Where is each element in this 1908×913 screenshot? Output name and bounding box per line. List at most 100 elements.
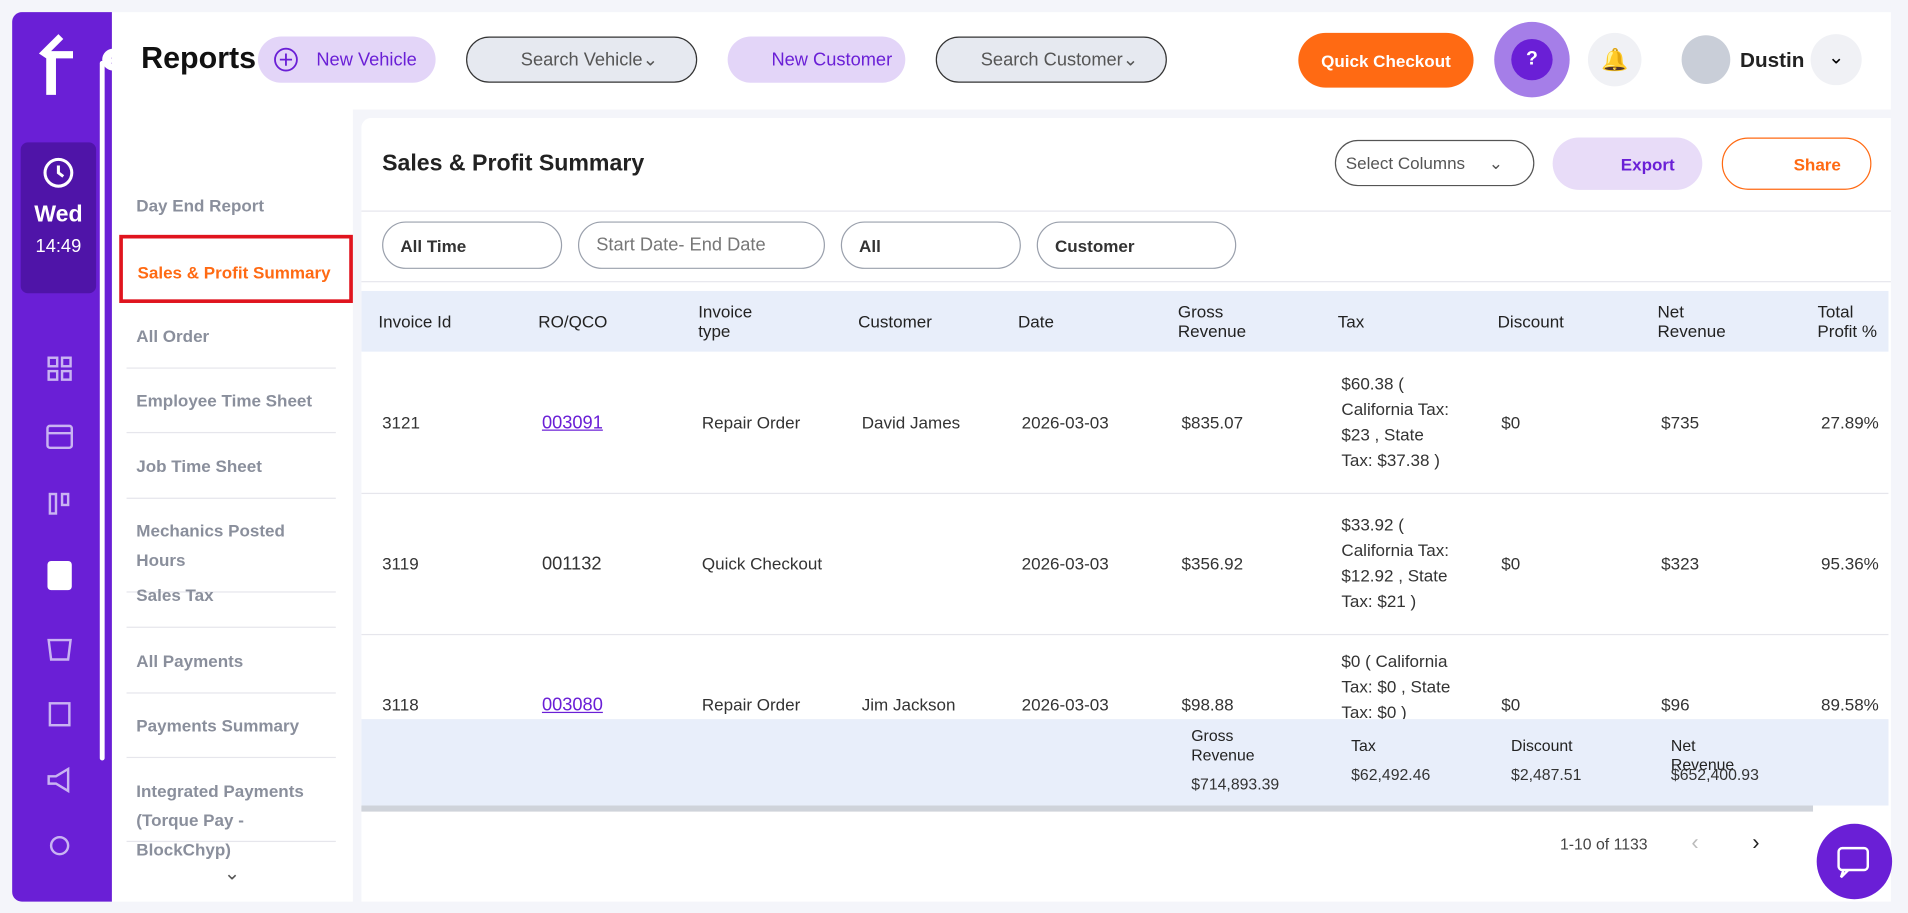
page-title: Reports — [141, 41, 257, 76]
cell: $0 — [1501, 694, 1521, 714]
prev-page[interactable]: ‹ — [1691, 829, 1699, 855]
table: Invoice Id RO/QCO Invoice type Customer Date… — [361, 290, 1889, 720]
user-menu[interactable]: ⌄ — [1810, 34, 1862, 86]
menu-more[interactable]: ⌄ — [223, 863, 241, 885]
next-page[interactable]: › — [1752, 829, 1760, 855]
help-button[interactable]: ? — [1494, 21, 1570, 98]
column-header: Tax — [1337, 311, 1365, 331]
ro-link: 001132 — [541, 553, 602, 574]
cell: David James — [861, 411, 961, 432]
total-label: Gross Revenue — [1191, 726, 1255, 765]
plus-icon — [274, 47, 298, 72]
label: New Vehicle — [316, 49, 417, 70]
cell: $735 — [1661, 411, 1700, 432]
sidebar: Wed 14:49 — [12, 12, 112, 902]
cell: 89.58% — [1821, 694, 1879, 714]
menu-item[interactable]: Payments Summary — [126, 708, 336, 759]
cell: Repair Order — [701, 694, 801, 714]
column-header: Discount — [1497, 311, 1564, 331]
cell: $323 — [1661, 553, 1700, 573]
column-header: Customer — [858, 311, 932, 331]
column-header: Invoice Id — [378, 311, 452, 331]
menu-item[interactable]: Sales & Profit Summary — [119, 234, 353, 303]
cell: $0 — [1501, 553, 1521, 573]
column-header: Gross Revenue — [1177, 301, 1247, 341]
quick-checkout[interactable]: Quick Checkout — [1298, 32, 1474, 88]
export[interactable]: Export — [1552, 137, 1703, 190]
menu-item[interactable]: Day End Report — [126, 189, 336, 239]
report-menu — [111, 109, 353, 902]
ro-link[interactable]: 003080 — [541, 694, 603, 715]
menu-item[interactable]: Employee Time Sheet — [126, 384, 336, 434]
label: Export — [1620, 153, 1675, 174]
cell: 3121 — [382, 411, 420, 432]
help-icon: ? — [1511, 38, 1553, 81]
menu-item[interactable]: Mechanics Posted Hours — [126, 513, 336, 593]
filter[interactable]: All Time — [382, 221, 563, 269]
select-columns[interactable]: Select Columns ⌄ — [1334, 139, 1535, 187]
cell: 95.36% — [1821, 553, 1879, 573]
cell: Repair Order — [701, 411, 801, 432]
new-customer[interactable]: New Customer — [727, 36, 906, 83]
clock-icon — [43, 157, 74, 188]
total-label: Discount — [1511, 736, 1573, 755]
label: Select Columns — [1345, 153, 1466, 173]
ro-link[interactable]: 003091 — [541, 411, 603, 433]
cell: 2026-03-03 — [1021, 411, 1109, 432]
row-divider — [361, 492, 1889, 495]
total-label: Tax — [1351, 736, 1376, 755]
row-divider — [361, 633, 1889, 636]
menu-item[interactable]: Sales Tax — [126, 578, 336, 629]
label: Search Vehicle — [520, 49, 643, 70]
cell: $33.92 ( California Tax: $12.92 , State … — [1341, 514, 1450, 611]
menu-item[interactable]: Integrated Payments (Torque Pay - BlockC… — [126, 773, 336, 859]
cell: 2026-03-03 — [1021, 694, 1109, 714]
total-value: $2,487.51 — [1511, 765, 1582, 784]
nav-icons — [46, 356, 74, 856]
cell: 3119 — [382, 553, 419, 573]
cell: 3118 — [382, 694, 419, 714]
menu-item[interactable]: All Order — [126, 319, 336, 369]
chat-button[interactable] — [1816, 823, 1893, 900]
cell: 27.89% — [1821, 411, 1879, 432]
label: Share — [1793, 153, 1841, 174]
label: Search Customer — [980, 49, 1123, 70]
search-vehicle[interactable]: Search Vehicle ⌄ — [466, 36, 698, 83]
cell: 2026-03-03 — [1021, 553, 1109, 573]
scrollbar — [99, 60, 105, 761]
column-header: RO/QCO — [538, 311, 608, 331]
menu-item[interactable]: Job Time Sheet — [126, 449, 336, 499]
cell: $835.07 — [1181, 411, 1244, 432]
filter[interactable]: All — [840, 221, 1021, 269]
cell: $356.92 — [1181, 553, 1244, 573]
menu-item[interactable]: All Payments — [126, 643, 336, 694]
column-header: Invoice type — [698, 301, 753, 341]
table-header — [361, 290, 1889, 352]
search-customer[interactable]: Search Customer ⌄ — [935, 36, 1167, 83]
filter[interactable]: Start Date- End Date — [577, 221, 825, 269]
share[interactable]: Share — [1721, 137, 1872, 190]
day: Wed — [34, 201, 83, 228]
cell: Jim Jackson — [861, 694, 956, 714]
total-label: Net Revenue — [1670, 736, 1735, 774]
cell: Quick Checkout — [701, 553, 823, 573]
time: 14:49 — [35, 236, 82, 257]
totals-bar: Gross Revenue $714,893.39 Tax $62,492.46 Dis… — [361, 719, 1889, 806]
notifications[interactable]: 🔔 — [1587, 32, 1642, 87]
pagination: 1-10 of 1133 — [1559, 834, 1648, 853]
column-header: Date — [1017, 311, 1054, 331]
filter[interactable]: Customer — [1036, 221, 1237, 269]
cell: $0 ( California Tax: $0 , State Tax: $0 … — [1341, 650, 1451, 720]
total-value: $714,893.39 — [1191, 775, 1280, 794]
column-header: Total Profit % — [1817, 301, 1878, 341]
logo — [38, 34, 74, 95]
cell: $98.88 — [1181, 694, 1234, 714]
total-value: $652,400.93 — [1670, 765, 1759, 784]
divider — [361, 210, 1891, 212]
cell: $60.38 ( California Tax: $23 , State Tax… — [1341, 373, 1450, 470]
cell: $96 — [1661, 694, 1690, 714]
column-header: Net Revenue — [1657, 301, 1726, 341]
h-scrollbar — [361, 805, 1814, 812]
